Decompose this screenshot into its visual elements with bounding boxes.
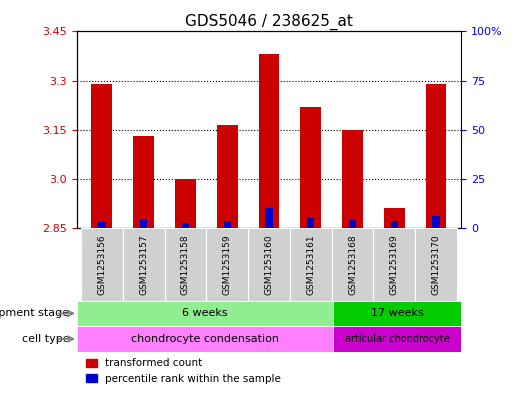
Text: GSM1253156: GSM1253156 bbox=[98, 234, 107, 295]
Bar bbox=[333, 326, 461, 352]
Bar bbox=[301, 107, 321, 228]
Text: 6 weeks: 6 weeks bbox=[182, 309, 228, 318]
Text: articular chondrocyte: articular chondrocyte bbox=[344, 334, 449, 344]
Text: GSM1253159: GSM1253159 bbox=[223, 234, 232, 295]
Bar bbox=[164, 228, 206, 301]
Bar bbox=[77, 326, 333, 352]
Bar bbox=[224, 221, 231, 228]
Bar bbox=[342, 130, 363, 228]
Bar bbox=[290, 228, 332, 301]
Bar bbox=[206, 228, 248, 301]
Text: GSM1253170: GSM1253170 bbox=[431, 234, 440, 295]
Bar bbox=[98, 222, 105, 228]
Bar bbox=[182, 223, 189, 228]
Bar bbox=[349, 220, 356, 228]
Text: GSM1253161: GSM1253161 bbox=[306, 234, 315, 295]
Bar bbox=[133, 136, 154, 228]
Bar bbox=[332, 228, 374, 301]
Text: chondrocyte condensation: chondrocyte condensation bbox=[131, 334, 279, 344]
Bar bbox=[333, 301, 461, 326]
Bar bbox=[77, 301, 333, 326]
Legend: transformed count, percentile rank within the sample: transformed count, percentile rank withi… bbox=[82, 354, 285, 388]
Bar bbox=[266, 208, 272, 228]
Text: 17 weeks: 17 weeks bbox=[370, 309, 423, 318]
Text: GSM1253168: GSM1253168 bbox=[348, 234, 357, 295]
Bar bbox=[140, 219, 147, 228]
Bar bbox=[81, 228, 123, 301]
Bar bbox=[92, 84, 112, 228]
Bar bbox=[259, 54, 279, 228]
Bar bbox=[248, 228, 290, 301]
Text: GSM1253157: GSM1253157 bbox=[139, 234, 148, 295]
Bar bbox=[123, 228, 164, 301]
Text: GSM1253160: GSM1253160 bbox=[264, 234, 273, 295]
Bar bbox=[217, 125, 237, 228]
Bar bbox=[307, 218, 314, 228]
Bar bbox=[415, 228, 457, 301]
Bar bbox=[175, 179, 196, 228]
Bar bbox=[374, 228, 415, 301]
Bar bbox=[391, 221, 398, 228]
Text: GSM1253158: GSM1253158 bbox=[181, 234, 190, 295]
Title: GDS5046 / 238625_at: GDS5046 / 238625_at bbox=[185, 14, 353, 30]
Text: development stage: development stage bbox=[0, 309, 69, 318]
Text: GSM1253169: GSM1253169 bbox=[390, 234, 399, 295]
Text: cell type: cell type bbox=[22, 334, 69, 344]
Bar bbox=[432, 216, 440, 228]
Bar bbox=[384, 208, 405, 228]
Bar bbox=[426, 84, 446, 228]
